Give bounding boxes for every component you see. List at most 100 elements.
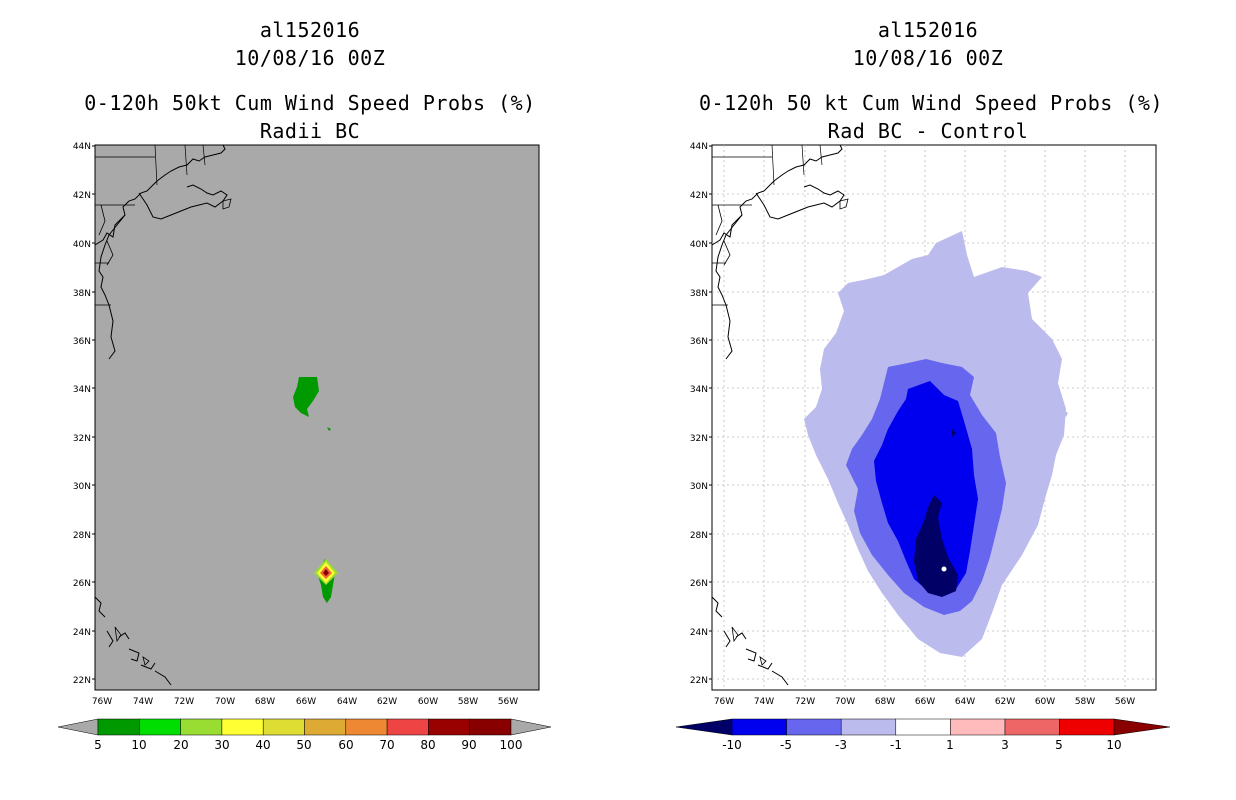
- right-lat-ticks: [709, 145, 712, 680]
- right-datetime: 10/08/16 00Z: [852, 46, 1004, 70]
- right-lon-label: 58W: [1075, 697, 1095, 707]
- right-lon-label: 68W: [875, 697, 895, 707]
- right-lat-label: 32N: [690, 434, 708, 444]
- left-colorbar-label: 10: [131, 738, 146, 752]
- right-lat-axis: 44N 42N 40N 38N 36N 34N 32N 30N 28N 26N …: [690, 142, 708, 686]
- left-datetime: 10/08/16 00Z: [234, 46, 386, 70]
- left-colorbar-swatch: [180, 718, 223, 736]
- right-lat-label: 30N: [690, 482, 708, 492]
- left-lat-label: 22N: [73, 676, 91, 686]
- left-lon-label: 56W: [498, 697, 518, 707]
- left-colorbar-swatch: [304, 718, 347, 736]
- right-colorbar-label: -1: [890, 738, 902, 752]
- left-lat-label: 26N: [73, 579, 91, 589]
- left-storm-id: al152016: [259, 18, 361, 42]
- left-colorbar-swatch: [221, 718, 264, 736]
- left-colorbar-label: 60: [338, 738, 353, 752]
- right-chart-title: 0-120h 50 kt Cum Wind Speed Probs (%): [698, 91, 1164, 115]
- right-lat-label: 40N: [690, 240, 708, 250]
- right-lat-label: 34N: [690, 385, 708, 395]
- left-lon-label: 70W: [215, 697, 235, 707]
- left-lat-label: 36N: [73, 337, 91, 347]
- left-map-ocean: [94, 144, 540, 691]
- left-colorbar-label: 90: [461, 738, 476, 752]
- right-map: [711, 144, 1157, 691]
- left-lat-label: 32N: [73, 434, 91, 444]
- left-colorbar-over-arrow: [510, 718, 552, 736]
- right-lon-label: 62W: [995, 697, 1015, 707]
- left-lon-label: 68W: [255, 697, 275, 707]
- right-lat-label: 44N: [690, 142, 708, 152]
- right-storm-center-marker: [941, 566, 947, 572]
- right-diff-area-minus10: [914, 495, 958, 597]
- right-colorbar-boxes: [731, 718, 1115, 736]
- right-storm-id: al152016: [877, 18, 979, 42]
- right-diff-area-minus1-b: [1062, 409, 1068, 417]
- left-colorbar-label: 5: [94, 738, 102, 752]
- left-colorbar-swatch: [139, 718, 181, 736]
- left-lon-label: 60W: [418, 697, 438, 707]
- right-colorbar-over-arrow: [1113, 718, 1171, 736]
- right-colorbar-swatch: [786, 718, 842, 736]
- right-colorbar-label: 1: [946, 738, 954, 752]
- left-lat-label: 34N: [73, 385, 91, 395]
- right-colorbar-label: 5: [1055, 738, 1063, 752]
- right-colorbar-label: -10: [722, 738, 742, 752]
- left-colorbar-label: 50: [296, 738, 311, 752]
- left-lat-label: 40N: [73, 240, 91, 250]
- right-lon-label: 72W: [795, 697, 815, 707]
- left-lon-axis: 76W 74W 72W 70W 68W 66W 64W 62W 60W 58W …: [92, 697, 518, 707]
- left-lon-label: 74W: [133, 697, 153, 707]
- left-colorbar-swatch: [262, 718, 305, 736]
- left-chart-subtitle: Radii BC: [259, 119, 361, 143]
- right-chart-subtitle: Rad BC - Control: [827, 119, 1029, 143]
- left-colorbar-swatch: [345, 718, 388, 736]
- right-lat-label: 26N: [690, 579, 708, 589]
- left-prob-area-north-tail: [327, 427, 331, 431]
- left-lon-label: 66W: [296, 697, 316, 707]
- right-colorbar-under-arrow: [675, 718, 733, 736]
- left-lat-label: 38N: [73, 289, 91, 299]
- right-colorbar-label: 3: [1001, 738, 1009, 752]
- left-colorbar-label: 80: [420, 738, 435, 752]
- right-lon-label: 56W: [1115, 697, 1135, 707]
- right-colorbar-swatch: [895, 718, 951, 736]
- left-lat-label: 44N: [73, 142, 91, 152]
- left-colorbar-label: 20: [173, 738, 188, 752]
- right-colorbar-swatch: [840, 718, 897, 736]
- right-lon-label: 60W: [1035, 697, 1055, 707]
- left-colorbar-label: 70: [379, 738, 394, 752]
- right-lat-label: 42N: [690, 191, 708, 201]
- right-colorbar-label: 10: [1106, 738, 1121, 752]
- left-prob-area-south-90: [323, 569, 329, 576]
- right-lat-label: 24N: [690, 628, 708, 638]
- right-colorbar-swatch: [1004, 718, 1060, 736]
- right-lat-label: 36N: [690, 337, 708, 347]
- right-lat-label: 28N: [690, 531, 708, 541]
- left-colorbar-label: 30: [214, 738, 229, 752]
- left-lat-label: 30N: [73, 482, 91, 492]
- left-lat-ticks: [92, 145, 95, 680]
- left-colorbar-label: 100: [500, 738, 523, 752]
- left-lon-label: 64W: [337, 697, 357, 707]
- left-lat-axis: 44N 42N 40N 38N 36N 34N 32N 30N 28N 26N …: [73, 142, 91, 686]
- right-lon-label: 64W: [955, 697, 975, 707]
- right-lon-label: 76W: [714, 697, 734, 707]
- left-colorbar-under-arrow: [57, 718, 99, 736]
- left-colorbar-swatch: [428, 718, 470, 736]
- left-lat-label: 28N: [73, 531, 91, 541]
- left-colorbar-label: 40: [255, 738, 270, 752]
- right-colorbar-swatch: [950, 718, 1006, 736]
- right-colorbar: -10 -5 -3 -1 1 3 5 10: [675, 718, 1171, 752]
- right-diff-area-minus10-b: [952, 429, 956, 437]
- left-lat-label: 24N: [73, 628, 91, 638]
- left-lon-label: 62W: [377, 697, 397, 707]
- right-diff-area-minus1-c: [1052, 427, 1064, 441]
- left-lon-label: 72W: [174, 697, 194, 707]
- left-colorbar-swatch: [97, 718, 140, 736]
- left-prob-area-north: [293, 377, 319, 417]
- right-colorbar-swatch: [1059, 718, 1115, 736]
- right-colorbar-label: -5: [780, 738, 792, 752]
- right-lon-axis: 76W 74W 72W 70W 68W 66W 64W 62W 60W 58W …: [714, 697, 1135, 707]
